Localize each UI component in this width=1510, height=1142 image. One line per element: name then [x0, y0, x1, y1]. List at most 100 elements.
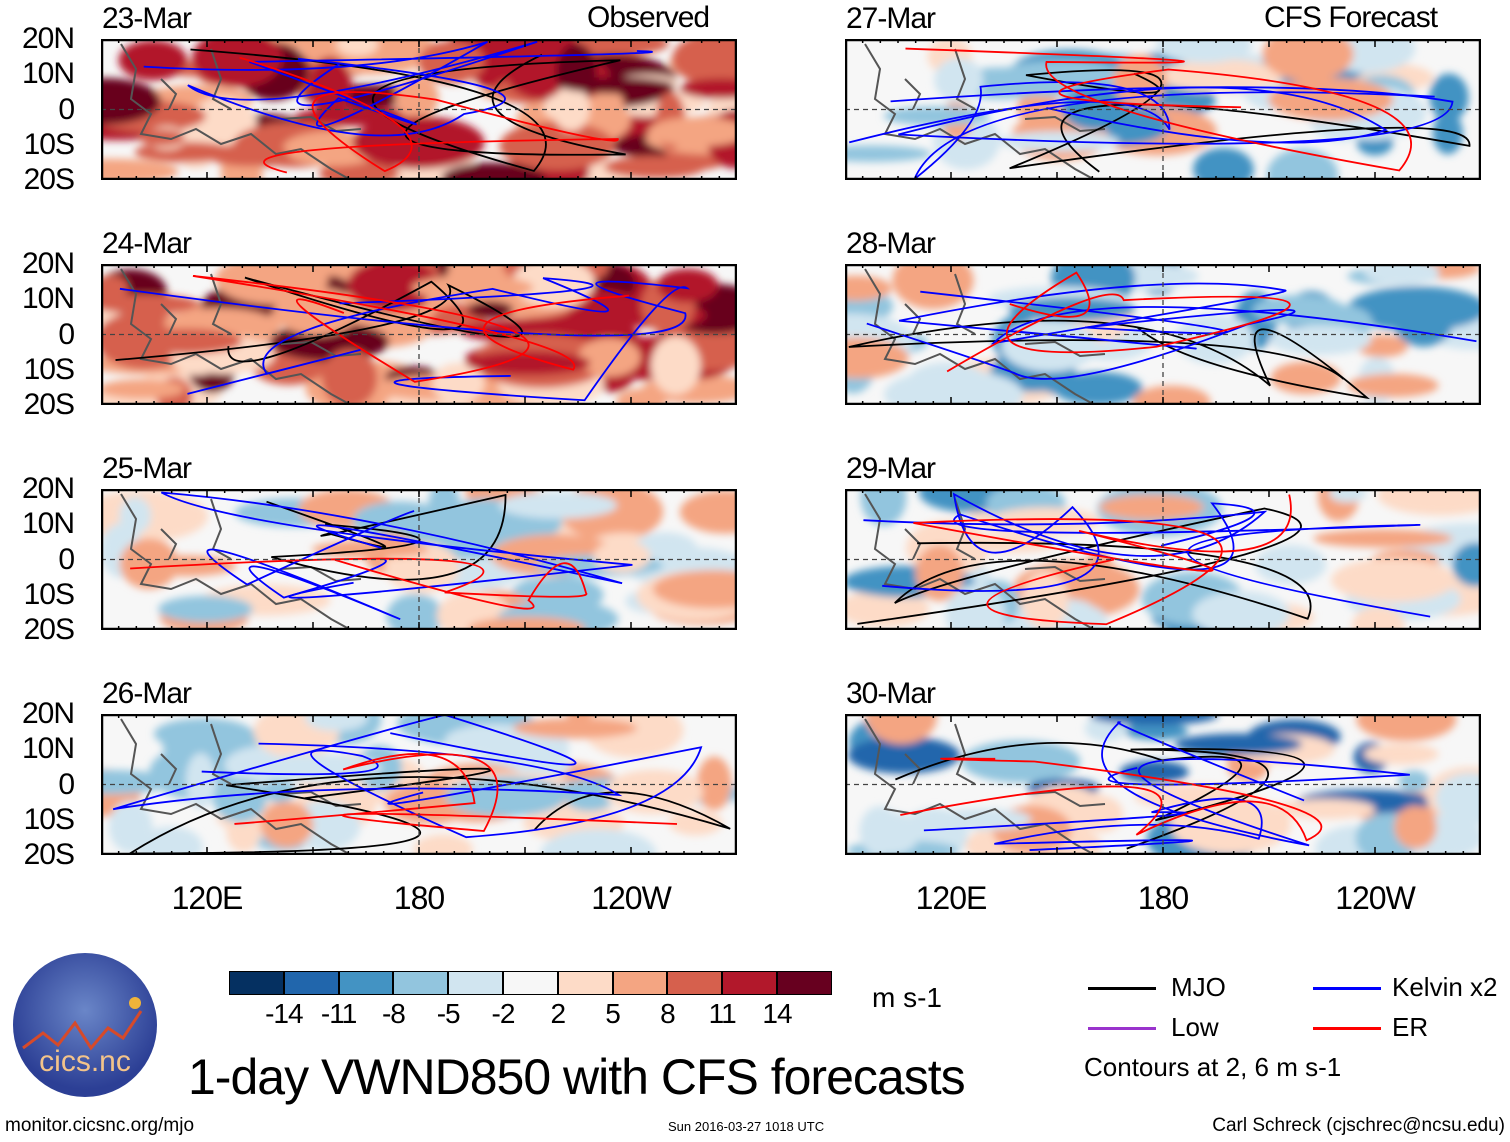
er-contour: [913, 494, 1292, 626]
er-contour: [234, 753, 678, 832]
anomaly-shading: [1254, 544, 1327, 585]
anomaly-shading: [101, 78, 161, 125]
anomaly-shading: [1175, 314, 1255, 365]
anomaly-shading: [1363, 743, 1439, 765]
anomaly-shading: [118, 40, 188, 81]
lon-tick-label: 120E: [915, 880, 988, 916]
lon-tick-label: 120W: [1335, 880, 1416, 916]
anomaly-shading: [1275, 798, 1376, 820]
logo: cics.nc: [13, 953, 157, 1097]
map-panel: [845, 489, 1481, 630]
colorbar-swatch: [448, 971, 503, 995]
lat-tick-label: 10S: [23, 802, 75, 836]
kelvin-contour: [206, 510, 415, 621]
anomaly-shading: [1193, 147, 1254, 180]
colorbar-tick-label: -5: [436, 998, 461, 1029]
anomaly-shading: [1268, 78, 1394, 121]
footer-timestamp: Sun 2016-03-27 1018 UTC: [668, 1119, 825, 1134]
contour-note: Contours at 2, 6 m s-1: [1084, 1052, 1342, 1082]
anomaly-shading: [1435, 772, 1481, 826]
kelvin-contour: [187, 277, 609, 395]
anomaly-shading: [672, 39, 737, 89]
panel-date: 24-Mar: [102, 227, 192, 260]
anomaly-shading: [467, 301, 514, 318]
anomaly-shading: [679, 78, 737, 99]
legend-low-label: Low: [1171, 1012, 1219, 1042]
colorbar-swatch: [667, 971, 723, 995]
lat-tick-label: 10N: [21, 282, 75, 316]
map-panel: [845, 264, 1481, 405]
lat-tick-label: 20S: [23, 613, 75, 646]
colorbar-swatch: [612, 971, 668, 995]
kelvin-contour: [119, 280, 691, 402]
mjo-contour: [127, 767, 731, 855]
anomaly-shading: [1262, 39, 1354, 82]
panel-date: 28-Mar: [846, 227, 936, 260]
legend-er-line: [1313, 1027, 1381, 1030]
colorbar-tick-label: -14: [265, 998, 303, 1029]
anomaly-shading: [1429, 73, 1469, 122]
footer-url[interactable]: monitor.cicsnc.org/mjo: [5, 1115, 195, 1136]
anomaly-shading: [512, 264, 595, 308]
coastline: [120, 493, 362, 630]
anomaly-shading: [466, 351, 591, 376]
anomaly-shading: [652, 570, 737, 609]
footer-author: Carl Schreck (cjschrec@ncsu.edu): [1212, 1115, 1505, 1136]
coastline: [120, 43, 362, 180]
anomaly-shading: [1356, 714, 1457, 741]
coastline: [120, 268, 362, 405]
anomaly-shading: [845, 337, 909, 379]
logo-text: cics.nc: [39, 1045, 131, 1078]
anomaly-shading: [413, 834, 473, 855]
kelvin-contour: [923, 797, 1263, 851]
anomaly-shading: [578, 337, 641, 377]
anomaly-shading: [884, 369, 1024, 405]
anomaly-shading: [321, 348, 378, 405]
legend-low-line: [1088, 1027, 1156, 1030]
anomaly-shading: [988, 507, 1100, 535]
kelvin-contour: [953, 502, 1431, 618]
lat-tick-label: 10N: [21, 732, 75, 766]
anomaly-shading: [1119, 760, 1189, 784]
anomaly-shading: [260, 801, 314, 848]
anomaly-shading: [263, 779, 296, 803]
anomaly-shading: [512, 717, 638, 739]
anomaly-shading: [101, 158, 179, 180]
legend-mjo-line: [1088, 987, 1156, 990]
anomaly-shading: [679, 490, 737, 534]
logo-mountains-icon: [22, 997, 143, 1051]
legend-kelvin-label: Kelvin x2: [1392, 972, 1498, 1002]
anomaly-shading: [1099, 494, 1204, 520]
coastline: [864, 718, 1106, 855]
anomaly-shading: [468, 616, 586, 630]
coastline: [120, 718, 362, 855]
anomaly-shading: [1347, 373, 1439, 398]
anomaly-shading: [616, 388, 666, 405]
kelvin-contour: [201, 746, 703, 839]
lat-tick-label: 20S: [23, 163, 75, 196]
anomaly-shading: [158, 595, 253, 623]
anomaly-shading: [1053, 371, 1143, 405]
anomaly-shading: [945, 584, 1006, 630]
anomaly-shading: [845, 589, 930, 628]
anomaly-shading: [593, 540, 651, 573]
lon-tick-label: 180: [1137, 880, 1189, 916]
colorbar-units: m s-1: [872, 982, 942, 1013]
panel-date: 26-Mar: [102, 677, 192, 710]
mjo-contour: [857, 507, 1312, 625]
anomaly-shading: [883, 106, 990, 126]
lat-tick-label: 20S: [23, 388, 75, 421]
anomaly-shading: [185, 752, 216, 809]
map-panel: [101, 264, 737, 405]
colorbar-tick-label: 5: [605, 998, 621, 1029]
anomaly-shading: [1313, 529, 1453, 548]
anomaly-shading: [1170, 795, 1291, 854]
anomaly-shading: [498, 491, 618, 519]
lat-tick-label: 10S: [23, 352, 75, 386]
colorbar-tick-label: -8: [381, 998, 406, 1029]
lat-tick-label: 10S: [23, 127, 75, 161]
anomaly-shading: [845, 145, 932, 162]
coastline: [864, 493, 1106, 630]
lat-tick-label: 20N: [21, 472, 75, 505]
panel-date: 23-Mar: [102, 2, 192, 35]
